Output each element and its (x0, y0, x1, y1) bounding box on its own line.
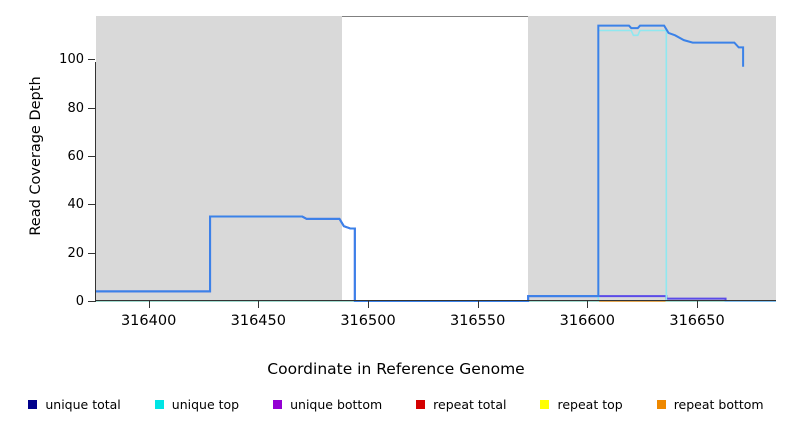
x-tick-mark (258, 301, 260, 308)
legend-swatch-icon (28, 400, 38, 409)
y-axis-line (95, 62, 96, 302)
x-tick-label: 316450 (230, 313, 286, 329)
legend-label: unique top (171, 397, 240, 412)
x-tick-mark (148, 301, 150, 308)
x-axis-line (96, 300, 776, 301)
x-tick-label: 316500 (340, 313, 396, 329)
legend-swatch-icon (416, 400, 426, 409)
series-line (96, 29, 776, 302)
legend-item[interactable]: repeat total (416, 398, 506, 411)
legend-label: repeat total (433, 397, 507, 412)
shaded-band (96, 16, 342, 301)
y-axis-title: Read Coverage Depth (28, 76, 44, 236)
x-tick-label: 316600 (559, 313, 616, 329)
y-tick-label: 40 (67, 197, 84, 213)
plot-area (96, 16, 776, 302)
series-line (96, 24, 745, 302)
y-tick-mark (88, 252, 95, 254)
y-tick-label: 0 (75, 294, 84, 309)
y-tick-mark (88, 204, 95, 206)
x-tick-mark (477, 301, 479, 308)
legend-label: unique total (45, 397, 121, 412)
series-line (96, 215, 776, 302)
chart-legend: unique total unique top unique bottom repea… (0, 398, 792, 411)
x-tick-mark (587, 301, 589, 308)
y-tick-label: 80 (67, 100, 84, 116)
legend-label: repeat top (557, 397, 623, 412)
legend-swatch-icon (154, 400, 164, 409)
y-tick-label: 20 (67, 245, 84, 261)
x-axis-title: Coordinate in Reference Genome (267, 360, 525, 378)
y-tick-mark (88, 59, 95, 61)
shaded-band (528, 16, 776, 301)
y-tick-mark (88, 301, 95, 302)
legend-label: unique bottom (290, 397, 383, 412)
legend-label: repeat bottom (673, 397, 764, 412)
y-tick-mark (88, 107, 95, 109)
x-tick-label: 316400 (120, 313, 177, 329)
legend-item[interactable]: repeat top (540, 397, 623, 412)
x-tick-label: 316550 (449, 313, 506, 329)
legend-swatch-icon (656, 400, 666, 409)
series-lines (96, 24, 776, 302)
x-tick-label: 316650 (669, 313, 725, 329)
legend-item[interactable]: repeat bottom (656, 397, 764, 412)
legend-item[interactable]: unique total (28, 397, 121, 412)
legend-item[interactable]: unique bottom (273, 398, 382, 411)
legend-swatch-icon (540, 400, 550, 409)
legend-item[interactable]: unique top (154, 397, 240, 412)
plot-top-border (96, 16, 776, 17)
legend-swatch-icon (273, 400, 283, 409)
y-tick-mark (88, 156, 95, 158)
x-tick-mark (697, 301, 699, 308)
x-tick-mark (368, 301, 369, 308)
y-tick-label: 60 (67, 149, 84, 165)
y-tick-label: 100 (59, 52, 84, 68)
